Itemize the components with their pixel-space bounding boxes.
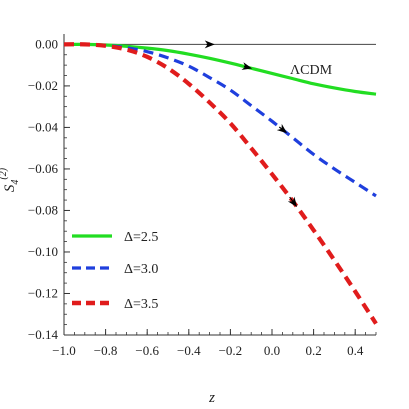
x-tick-label: −0.8 (94, 343, 118, 358)
x-tick-label: 0.2 (305, 343, 321, 358)
y-axis-title-base: S (2, 184, 18, 192)
y-tick-label: −0.08 (28, 202, 58, 217)
y-axis-title: S4(2) (0, 167, 21, 192)
y-tick-label: −0.12 (28, 285, 58, 300)
legend-label-delta-3-0: Δ=3.0 (124, 262, 158, 277)
x-tick-label: −0.6 (135, 343, 159, 358)
series-line-35 (63, 42, 378, 325)
series-lines (63, 42, 378, 325)
series-arrow (241, 62, 253, 70)
annotation-lcdm: ΛCDM (290, 63, 333, 78)
y-axis-title-sub: 4 (10, 180, 21, 185)
axis-ticks: −1.0 −0.8 −0.6 −0.4 −0.2 0.0 0.2 0.4 0.00 −0.02 −0… (28, 36, 377, 358)
legend-label-delta-3-5: Δ=3.5 (124, 297, 158, 312)
series-arrow (276, 123, 288, 134)
x-tick-label: −1.0 (52, 343, 76, 358)
x-tick-label: −0.2 (219, 343, 243, 358)
axes-frame (63, 34, 376, 336)
legend: Δ=2.5 Δ=3.0 Δ=3.5 (72, 230, 158, 312)
flow-arrows (204, 40, 298, 208)
x-tick-label: 0.0 (264, 343, 280, 358)
y-tick-label: −0.14 (28, 327, 59, 342)
x-tick-label: 0.4 (347, 343, 364, 358)
x-tick-label: −0.4 (177, 343, 201, 358)
y-axis-title-sup: (2) (0, 167, 9, 179)
x-axis-title: z (208, 390, 215, 406)
y-tick-label: −0.10 (28, 244, 58, 259)
y-tick-label: −0.04 (28, 119, 59, 134)
y-tick-label: −0.06 (28, 161, 59, 176)
series-arrow (287, 196, 298, 208)
y-tick-label: −0.02 (28, 78, 58, 93)
y-tick-label: 0.00 (35, 36, 58, 51)
legend-label-delta-2-5: Δ=2.5 (124, 230, 158, 245)
